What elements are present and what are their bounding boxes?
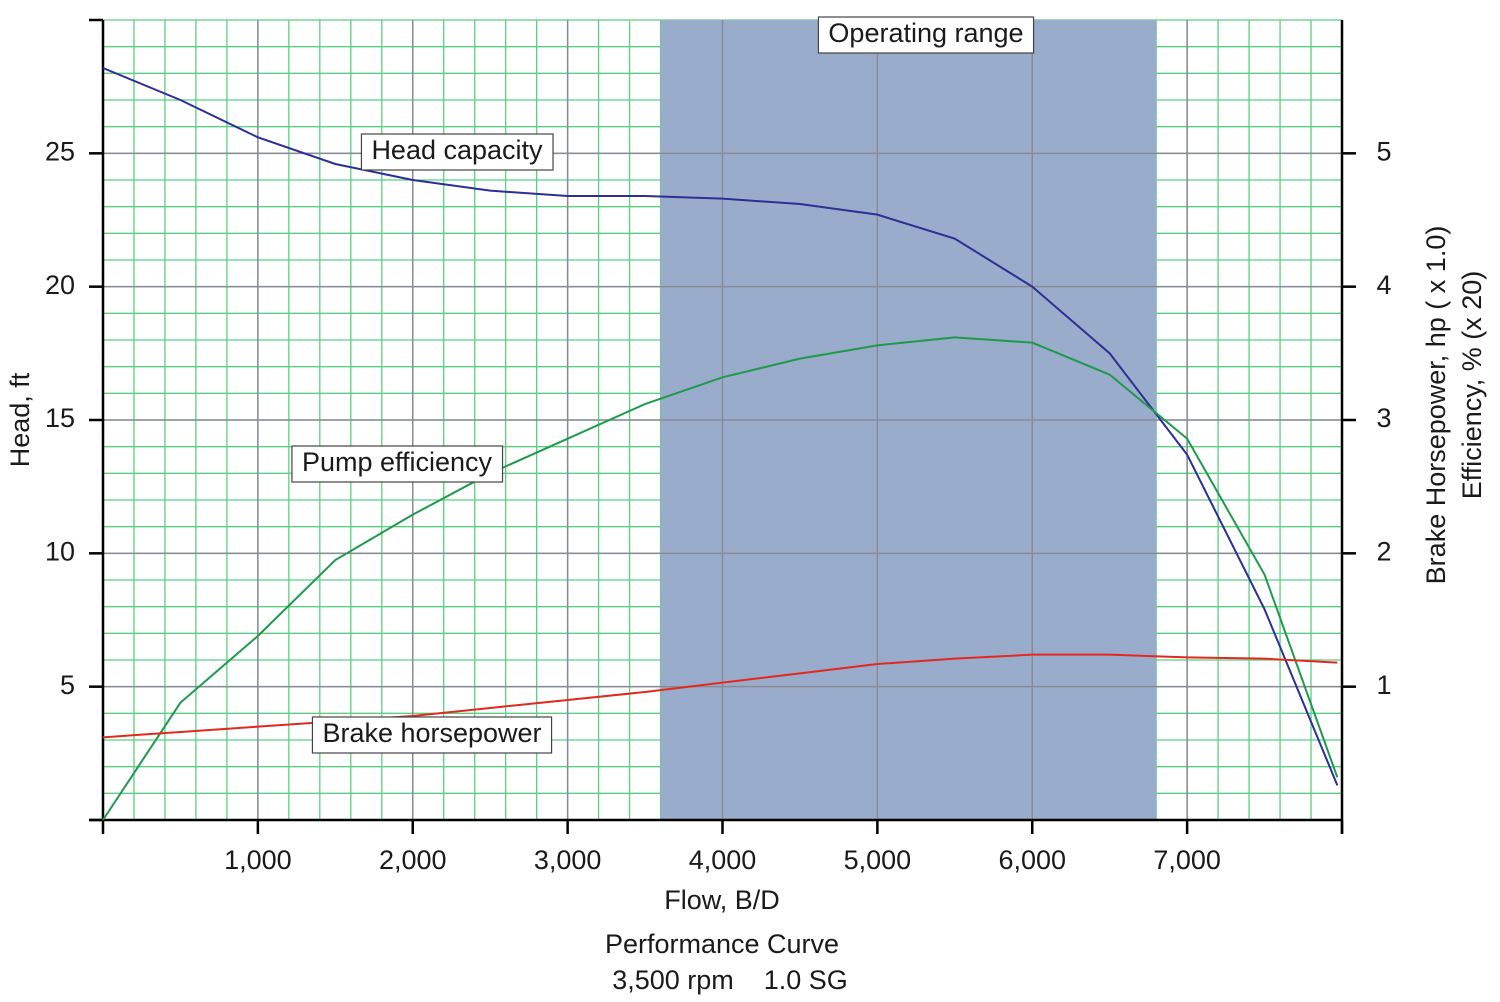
x-tick-label: 7,000 — [1153, 845, 1221, 875]
y2-tick-label: 1 — [1376, 670, 1391, 700]
y-tick-label: 20 — [45, 270, 75, 300]
y2-tick-label: 3 — [1376, 403, 1391, 433]
x-tick-label: 2,000 — [379, 845, 447, 875]
series-label: Brake horsepower — [311, 716, 553, 754]
x-tick-label: 3,000 — [534, 845, 602, 875]
chart-title: Performance Curve — [605, 929, 839, 959]
series-line — [102, 67, 1339, 786]
y-tick-label: 25 — [45, 136, 75, 166]
range-label-text: Operating range — [828, 18, 1023, 48]
series-label-text: Brake horsepower — [322, 718, 541, 748]
plot-area — [102, 19, 1343, 821]
x-tick-label: 4,000 — [689, 845, 757, 875]
y-tick-label: 15 — [45, 403, 75, 433]
y2-tick-label: 4 — [1376, 270, 1391, 300]
x-tick-label: 1,000 — [224, 845, 292, 875]
series-label: Pump efficiency — [291, 445, 504, 483]
x-tick-label: 5,000 — [844, 845, 912, 875]
y2-axis-label: Efficiency, % (x 20) — [1457, 271, 1487, 500]
y-tick-label: 10 — [45, 536, 75, 566]
y2-tick-label: 2 — [1376, 536, 1391, 566]
label-box — [360, 133, 554, 171]
series-line — [102, 336, 1339, 821]
label-box — [817, 16, 1035, 54]
chart-subtitle: 3,500 rpm 1.0 SG — [612, 965, 848, 995]
y2-axis-label: Brake Horsepower, hp ( x 1.0) — [1421, 226, 1451, 585]
y-tick-label: 5 — [60, 670, 75, 700]
series-label-text: Head capacity — [371, 135, 543, 165]
y-axis-label: Head, ft — [5, 372, 35, 467]
label-box — [311, 716, 553, 754]
series-label-text: Pump efficiency — [302, 447, 493, 477]
series-line — [102, 653, 1338, 739]
x-tick-label: 6,000 — [998, 845, 1066, 875]
series-label: Head capacity — [360, 133, 554, 171]
x-axis-label: Flow, B/D — [664, 885, 780, 915]
y2-tick-label: 5 — [1376, 136, 1391, 166]
label-box — [291, 445, 504, 483]
range-label: Operating range — [817, 16, 1035, 54]
